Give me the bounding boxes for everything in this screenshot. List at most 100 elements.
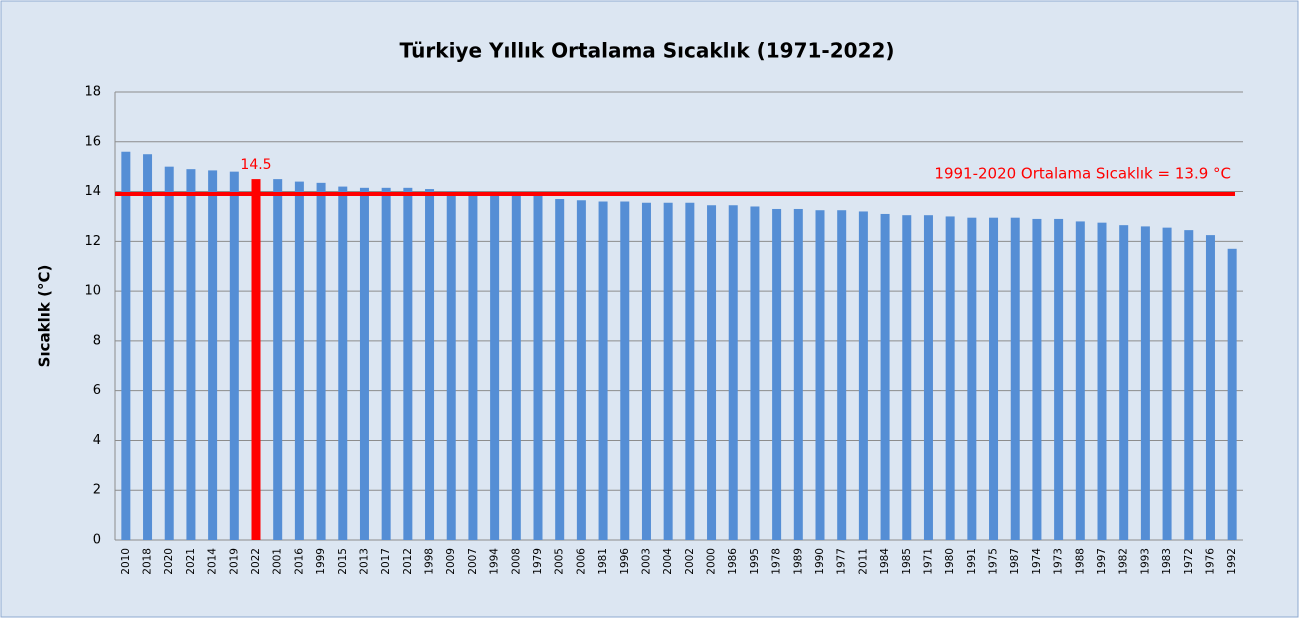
- bar: [1205, 235, 1215, 540]
- x-tick-label: 1974: [1031, 548, 1043, 575]
- y-tick-label: 4: [93, 433, 101, 448]
- bar: [858, 211, 868, 540]
- x-tick-label: 1981: [597, 548, 609, 575]
- chart-title: Türkiye Yıllık Ortalama Sıcaklık (1971-2…: [399, 39, 894, 63]
- x-tick-label: 2003: [640, 548, 652, 575]
- bar: [1032, 218, 1042, 540]
- x-tick-label: 1992: [1226, 548, 1238, 575]
- bar: [1140, 226, 1150, 540]
- x-tick-label: 2002: [684, 548, 696, 575]
- x-tick-label: 1979: [532, 548, 544, 575]
- bar: [425, 189, 435, 541]
- bar: [403, 187, 413, 541]
- x-tick-label: 1973: [1053, 548, 1065, 575]
- bar: [923, 215, 933, 540]
- bar: [1054, 218, 1064, 540]
- y-tick-label: 14: [84, 184, 101, 199]
- bar: [989, 217, 999, 540]
- x-tick-label: 2016: [293, 548, 305, 575]
- x-tick-label: 1993: [1139, 548, 1151, 575]
- bar: [685, 202, 695, 540]
- y-tick-label: 18: [84, 85, 101, 100]
- bar: [620, 201, 630, 540]
- bar: [1010, 217, 1020, 540]
- y-tick-label: 2: [93, 483, 101, 498]
- bar: [1075, 221, 1085, 540]
- x-tick-label: 1982: [1118, 548, 1130, 575]
- x-tick-label: 1985: [901, 548, 913, 575]
- bar: [880, 213, 890, 540]
- x-tick-label: 1988: [1074, 548, 1086, 575]
- y-tick-label: 12: [84, 234, 101, 249]
- x-tick-label: 1978: [771, 548, 783, 575]
- bar: [576, 200, 586, 540]
- x-tick-label: 2006: [575, 548, 587, 575]
- x-tick-label: 1971: [922, 548, 934, 575]
- x-tick-label: 2014: [207, 548, 219, 575]
- x-tick-label: 2012: [402, 548, 414, 575]
- x-tick-label: 1997: [1096, 548, 1108, 575]
- data-label: 14.5: [240, 157, 271, 173]
- bar: [490, 192, 500, 541]
- x-tick-label: 1991: [966, 548, 978, 575]
- bar: [208, 170, 218, 540]
- x-tick-label: 2018: [142, 548, 154, 575]
- bar: [1227, 248, 1237, 541]
- bar: [598, 201, 608, 540]
- bar: [945, 216, 955, 540]
- bar: [186, 169, 196, 540]
- x-tick-label: 2009: [445, 548, 457, 575]
- x-tick-label: 2005: [554, 548, 566, 575]
- x-tick-label: 1998: [424, 548, 436, 575]
- x-tick-label: 1995: [749, 548, 761, 575]
- x-tick-label: 2011: [857, 548, 869, 575]
- bar: [1184, 230, 1194, 540]
- bar: [815, 210, 825, 540]
- y-axis-label: Sıcaklık (°C): [36, 265, 54, 368]
- x-tick-label: 2013: [358, 548, 370, 575]
- x-tick-label: 2007: [467, 548, 479, 575]
- x-tick-label: 1989: [792, 548, 804, 575]
- x-tick-label: 2010: [120, 548, 132, 575]
- x-tick-label: 1986: [727, 548, 739, 575]
- bar: [967, 217, 977, 540]
- x-tick-label: 2020: [163, 548, 175, 575]
- x-tick-label: 2017: [380, 548, 392, 575]
- x-tick-label: 1980: [944, 548, 956, 575]
- bar: [294, 181, 304, 540]
- bar: [359, 187, 369, 541]
- y-tick-label: 16: [84, 134, 101, 149]
- y-tick-label: 10: [84, 284, 101, 299]
- bar: [229, 171, 239, 540]
- bar: [1119, 225, 1129, 540]
- bar: [750, 206, 760, 540]
- x-tick-label: 2022: [250, 548, 262, 575]
- bar: [381, 187, 391, 541]
- y-tick-label: 6: [93, 383, 101, 398]
- y-tick-label: 0: [93, 533, 101, 548]
- x-tick-label: 1994: [489, 548, 501, 575]
- bar: [533, 194, 543, 541]
- y-tick-label: 8: [93, 333, 101, 348]
- reference-label: 1991-2020 Ortalama Sıcaklık = 13.9 °C: [934, 165, 1231, 183]
- x-tick-label: 2000: [706, 548, 718, 575]
- x-tick-label: 1984: [879, 548, 891, 575]
- bar: [793, 208, 803, 540]
- bar: [1162, 227, 1172, 540]
- bar: [273, 179, 283, 540]
- x-tick-label: 2019: [228, 548, 240, 575]
- bar: [902, 215, 912, 540]
- bar: [772, 208, 782, 540]
- x-tick-label: 1999: [315, 548, 327, 575]
- x-tick-label: 1977: [836, 548, 848, 575]
- bar: [641, 202, 651, 540]
- bar: [251, 179, 261, 540]
- bar: [468, 191, 478, 541]
- x-tick-label: 1987: [1009, 548, 1021, 575]
- bar: [555, 199, 565, 540]
- bar: [446, 191, 456, 541]
- x-tick-label: 1976: [1204, 548, 1216, 575]
- bar: [164, 166, 174, 540]
- bar: [663, 202, 673, 540]
